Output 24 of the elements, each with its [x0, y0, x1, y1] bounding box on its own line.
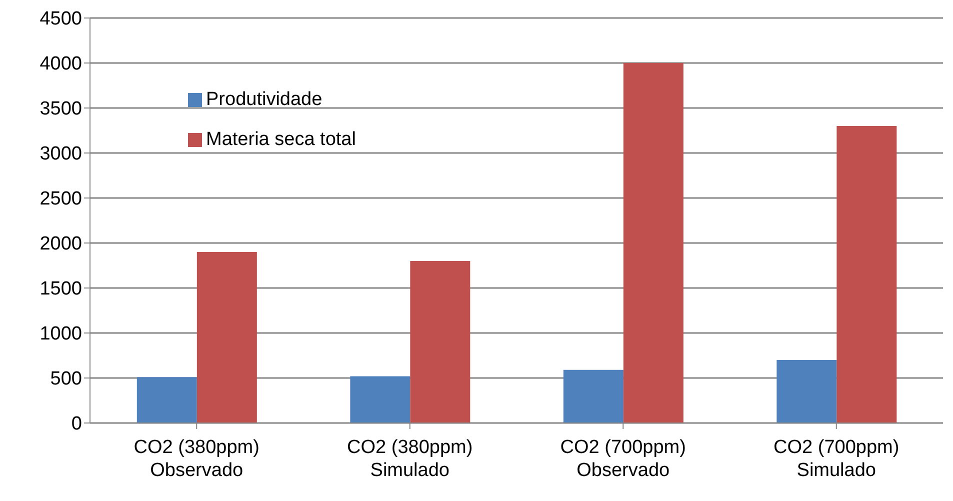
- y-tick-label: 1500: [40, 278, 82, 300]
- y-tick-label: 4000: [40, 54, 82, 75]
- y-tick-label: 1000: [40, 324, 82, 345]
- y-tick-label: 0: [71, 414, 82, 435]
- x-tick-label: CO2 (380ppm) Observado: [134, 437, 260, 481]
- bar: [836, 126, 897, 423]
- y-tick-label: 3000: [40, 144, 82, 165]
- bar: [623, 63, 684, 423]
- bar: [776, 360, 837, 423]
- y-tick-label: 3500: [40, 98, 82, 120]
- legend-label: Produtividade: [206, 89, 322, 111]
- bar: [196, 252, 257, 423]
- bar: [410, 261, 470, 423]
- bar: [350, 376, 410, 423]
- y-tick-label: 4500: [40, 8, 82, 30]
- legend-label: Materia seca total: [206, 129, 356, 151]
- y-tick-label: 500: [50, 368, 82, 390]
- bar: [136, 377, 197, 423]
- bar: [563, 370, 624, 423]
- y-tick-label: 2500: [40, 188, 82, 210]
- x-tick-label: CO2 (700ppm) Simulado: [774, 437, 900, 481]
- x-tick-label: CO2 (380ppm) Simulado: [347, 437, 473, 481]
- x-tick-label: CO2 (700ppm) Observado: [560, 437, 686, 481]
- y-tick-label: 2000: [40, 234, 82, 255]
